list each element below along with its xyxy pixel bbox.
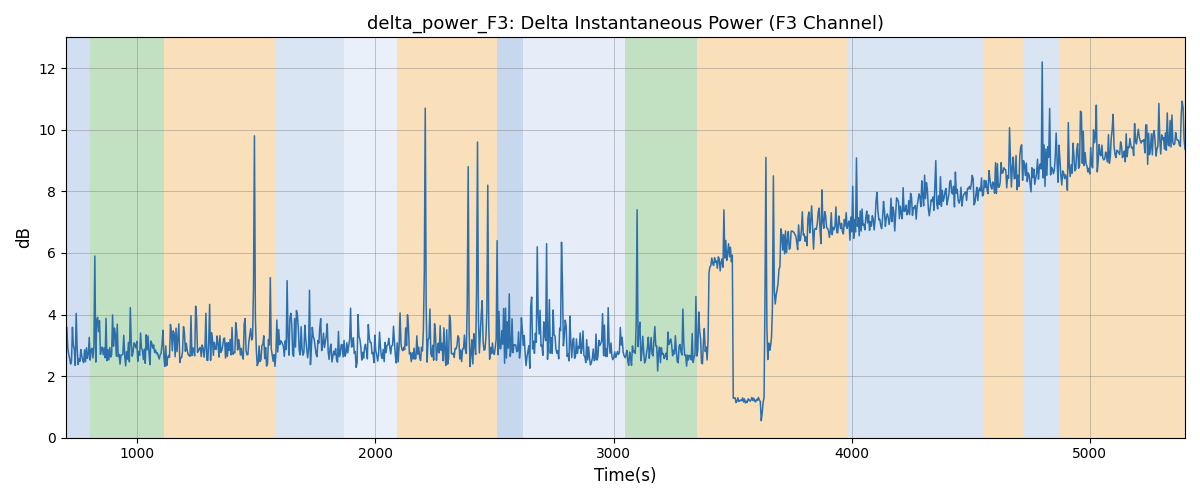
Bar — [497, 38, 523, 438]
Bar — [90, 38, 163, 438]
Bar — [625, 38, 697, 438]
Bar — [697, 38, 770, 438]
Bar — [770, 38, 847, 438]
Bar — [163, 38, 276, 438]
Bar — [344, 38, 397, 438]
Bar — [983, 38, 1024, 438]
Bar — [397, 38, 497, 438]
Y-axis label: dB: dB — [16, 226, 34, 248]
Bar — [847, 38, 983, 438]
Bar — [66, 38, 90, 438]
Bar — [276, 38, 344, 438]
Bar — [1024, 38, 1058, 438]
X-axis label: Time(s): Time(s) — [594, 467, 656, 485]
Bar — [1058, 38, 1186, 438]
Bar — [523, 38, 625, 438]
Title: delta_power_F3: Delta Instantaneous Power (F3 Channel): delta_power_F3: Delta Instantaneous Powe… — [367, 15, 884, 34]
